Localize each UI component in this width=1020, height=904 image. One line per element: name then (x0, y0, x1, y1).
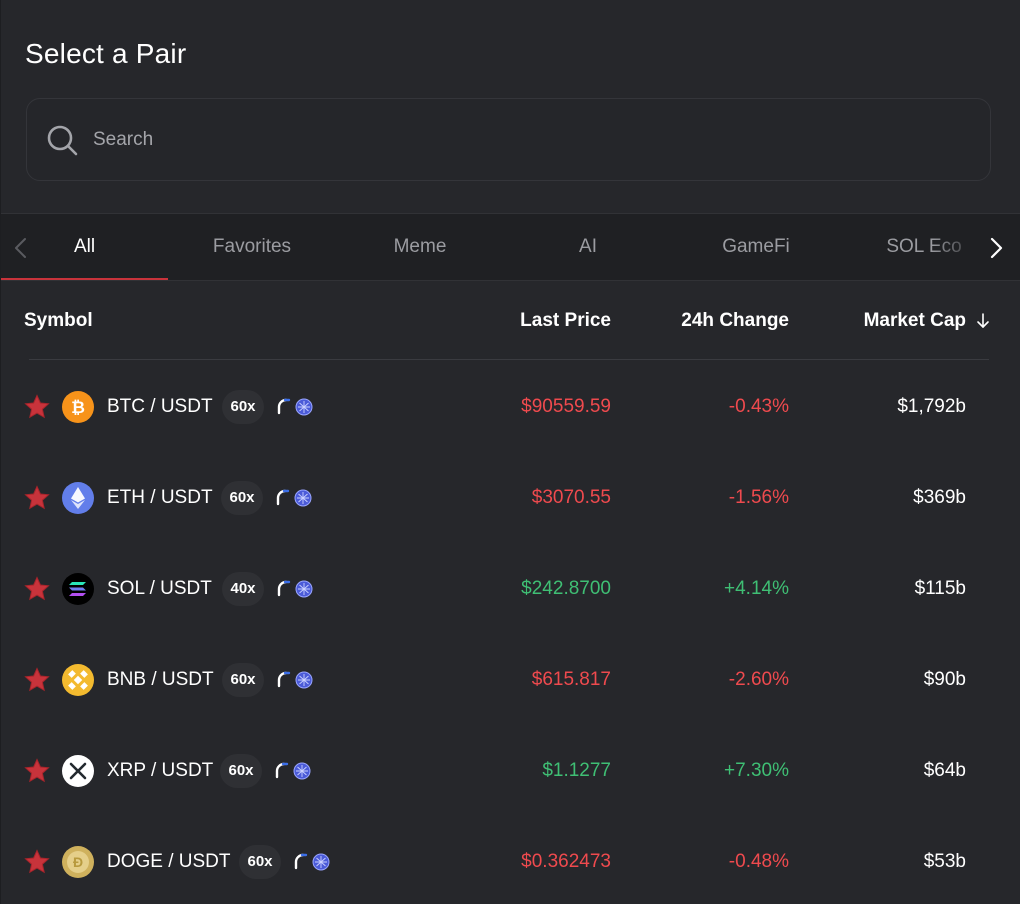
column-24h-change[interactable]: 24h Change (681, 310, 789, 331)
tab-favorites[interactable]: Favorites (212, 236, 292, 257)
leverage-badge: 60x (220, 754, 262, 788)
pair-symbol: XRP / USDT (107, 760, 214, 781)
pair-symbol: DOGE / USDT (107, 851, 231, 872)
table-header: Symbol Last Price 24h Change Market Cap (1, 281, 1020, 359)
bitcoin-icon: ₿ (62, 391, 94, 423)
svg-text:₿: ₿ (71, 398, 85, 417)
exchange-badges-icon (274, 397, 318, 417)
leverage-badge: 60x (222, 390, 264, 424)
search-icon (47, 125, 78, 156)
favorite-star-icon[interactable] (23, 393, 51, 421)
exchange-badges-icon (291, 852, 335, 872)
pair-symbol: BTC / USDT (107, 396, 213, 417)
exchange-badges-icon (274, 670, 318, 690)
tabs-fade (931, 214, 981, 280)
leverage-badge: 40x (222, 572, 264, 606)
exchange-badges-icon (272, 761, 316, 781)
change-24h: -2.60% (728, 669, 789, 690)
search-input[interactable] (93, 123, 953, 157)
change-24h: -0.48% (728, 851, 789, 872)
tabs-scroll-right-icon[interactable] (986, 236, 1006, 260)
header-divider (29, 359, 989, 360)
change-24h: -0.43% (728, 396, 789, 417)
tab-all[interactable]: All (73, 236, 96, 257)
exchange-badges-icon (274, 579, 318, 599)
search-box[interactable] (26, 98, 991, 181)
column-symbol[interactable]: Symbol (24, 310, 93, 331)
last-price: $242.8700 (521, 578, 611, 599)
last-price: $615.817 (531, 669, 611, 690)
arrow-down-icon[interactable] (976, 312, 990, 330)
market-cap: $53b (923, 851, 966, 872)
last-price: $0.362473 (521, 851, 611, 872)
leverage-badge: 60x (239, 845, 281, 879)
bnb-icon (62, 664, 94, 696)
active-tab-indicator (1, 278, 168, 280)
leverage-badge: 60x (221, 481, 263, 515)
panel-title: Select a Pair (25, 38, 187, 69)
ethereum-icon (62, 482, 94, 514)
tabs-scroll-left-icon[interactable] (11, 236, 31, 260)
solana-icon (62, 573, 94, 605)
market-cap: $115b (914, 578, 966, 599)
pair-symbol: BNB / USDT (107, 669, 214, 690)
last-price: $3070.55 (531, 487, 611, 508)
leverage-badge: 60x (222, 663, 264, 697)
xrp-icon (62, 755, 94, 787)
last-price: $90559.59 (521, 396, 611, 417)
change-24h: +7.30% (724, 760, 789, 781)
column-last-price[interactable]: Last Price (520, 310, 611, 331)
market-cap: $369b (913, 487, 966, 508)
column-market-cap[interactable]: Market Cap (863, 310, 966, 331)
market-cap: $64b (923, 760, 966, 781)
tab-meme[interactable]: Meme (393, 236, 447, 257)
favorite-star-icon[interactable] (23, 848, 51, 876)
change-24h: -1.56% (728, 487, 789, 508)
tab-gamefi[interactable]: GameFi (722, 236, 790, 257)
market-cap: $90b (923, 669, 966, 690)
dogecoin-icon: Ð (62, 846, 94, 878)
tab-sol-eco[interactable]: SOL Eco (886, 236, 962, 257)
favorite-star-icon[interactable] (23, 757, 51, 785)
exchange-badges-icon (273, 488, 317, 508)
pair-symbol: ETH / USDT (107, 487, 213, 508)
pair-symbol: SOL / USDT (107, 578, 212, 599)
svg-text:Ð: Ð (73, 854, 83, 870)
favorite-star-icon[interactable] (23, 484, 51, 512)
tab-ai[interactable]: AI (579, 236, 597, 257)
favorite-star-icon[interactable] (23, 575, 51, 603)
last-price: $1.1277 (542, 760, 611, 781)
category-tabs: All Favorites Meme AI GameFi SOL Eco (1, 213, 1020, 281)
favorite-star-icon[interactable] (23, 666, 51, 694)
market-cap: $1,792b (897, 396, 966, 417)
change-24h: +4.14% (724, 578, 789, 599)
